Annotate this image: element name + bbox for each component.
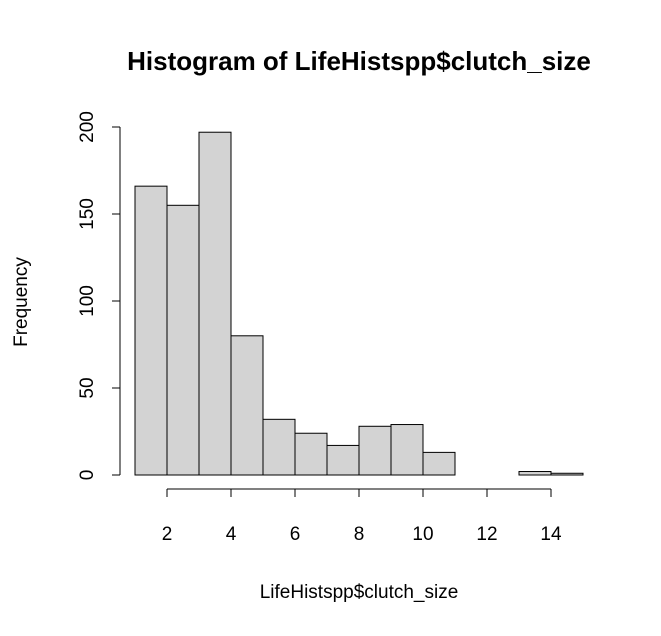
histogram-bar: [294, 432, 328, 476]
histogram-bar: [422, 451, 456, 476]
y-tick-label: 0: [77, 470, 98, 481]
x-axis-label: LifeHistspp$clutch_size: [260, 582, 459, 603]
x-tick-label: 12: [476, 524, 497, 545]
histogram-bar: [390, 424, 424, 476]
histogram-bar: [550, 472, 584, 476]
x-axis: 2 4 6 8 10 12 14: [162, 488, 562, 545]
histogram-bar: [358, 425, 392, 476]
histogram-bar: [198, 131, 232, 476]
y-tick-label: 200: [77, 111, 98, 143]
y-axis: 0 50 100 150 200: [77, 111, 121, 481]
y-tick-label: 100: [77, 285, 98, 317]
histogram-bar: [230, 335, 264, 476]
chart-title: Histogram of LifeHistspp$clutch_size: [127, 46, 591, 76]
histogram-bar: [262, 418, 296, 476]
x-tick-label: 6: [290, 524, 301, 545]
y-tick-label: 50: [77, 377, 98, 398]
bars-group: [134, 131, 584, 476]
x-tick-label: 10: [412, 524, 433, 545]
y-tick-label: 150: [77, 198, 98, 230]
histogram-bar: [326, 444, 360, 476]
histogram-bar: [166, 204, 200, 476]
histogram-bar: [134, 185, 168, 476]
x-tick-label: 4: [226, 524, 237, 545]
x-tick-label: 8: [354, 524, 365, 545]
x-tick-label: 14: [540, 524, 562, 545]
y-axis-label: Frequency: [11, 257, 32, 347]
x-tick-label: 2: [162, 524, 173, 545]
histogram-bar: [518, 471, 552, 476]
